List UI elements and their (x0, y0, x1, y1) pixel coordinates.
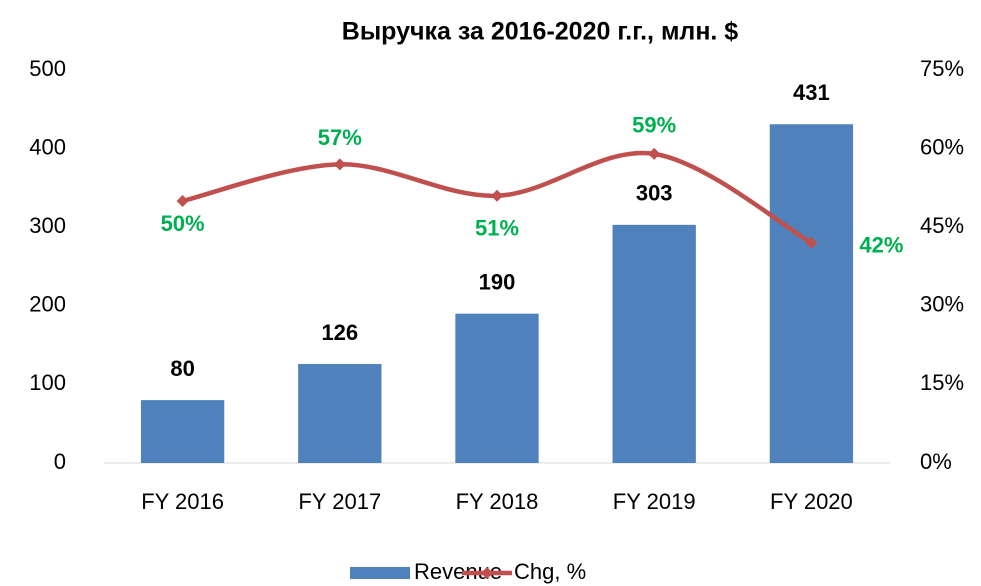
bar-value-label: 80 (170, 356, 194, 381)
chart-title: Выручка за 2016-2020 г.г., млн. $ (342, 18, 739, 46)
legend-swatch (350, 567, 410, 579)
line-marker (176, 195, 189, 207)
line-marker (648, 147, 661, 160)
y2-tick-label: 45% (920, 213, 964, 238)
y2-tick-label: 0% (920, 449, 952, 474)
line-marker (491, 189, 503, 202)
y2-tick-label: 30% (920, 292, 964, 317)
y2-tick-label: 75% (920, 56, 964, 81)
y-tick-label: 200 (29, 292, 66, 317)
bar-value-label: 126 (321, 320, 358, 345)
y2-tick-label: 15% (920, 370, 964, 395)
bar (298, 363, 382, 463)
legend-swatch-marker (481, 567, 493, 579)
line-value-label: 59% (632, 113, 676, 138)
line-marker (333, 158, 346, 171)
bar-value-label: 431 (793, 80, 830, 105)
bar (455, 313, 539, 463)
legend-label: Chg, % (514, 559, 586, 584)
y-tick-label: 500 (29, 56, 66, 81)
line-value-label: 42% (859, 233, 903, 258)
x-tick-label: FY 2020 (770, 489, 853, 514)
y-tick-label: 100 (29, 370, 66, 395)
x-tick-label: FY 2018 (456, 489, 539, 514)
y-tick-label: 0 (54, 449, 66, 474)
line-marker (805, 236, 818, 249)
bar (612, 224, 696, 463)
x-tick-label: FY 2016 (141, 489, 224, 514)
line-value-label: 51% (475, 216, 519, 241)
bar-value-label: 303 (636, 181, 673, 206)
line-value-label: 57% (318, 125, 362, 150)
x-tick-label: FY 2017 (298, 489, 381, 514)
bar-value-label: 190 (479, 269, 516, 294)
y-tick-label: 400 (29, 134, 66, 159)
bar (769, 124, 854, 463)
line-value-label: 50% (161, 211, 205, 236)
x-tick-label: FY 2019 (613, 489, 696, 514)
y2-tick-label: 60% (920, 134, 964, 159)
bar (140, 400, 225, 463)
y-tick-label: 300 (29, 213, 66, 238)
